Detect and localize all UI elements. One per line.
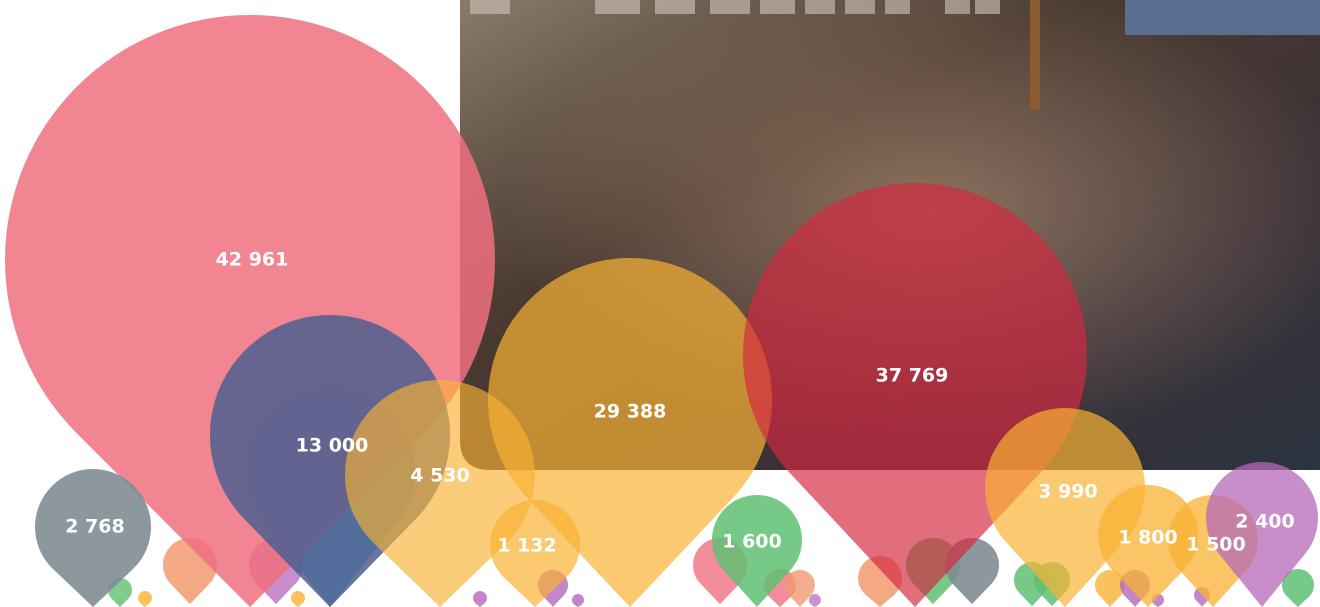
bubble bbox=[490, 500, 581, 607]
bubble-label: 4 530 bbox=[410, 465, 470, 487]
drop bbox=[809, 593, 822, 607]
drop bbox=[291, 591, 305, 607]
drop bbox=[1281, 569, 1314, 607]
bubble bbox=[1206, 462, 1318, 607]
drop bbox=[138, 591, 153, 607]
drop bbox=[473, 591, 488, 607]
drop bbox=[1095, 570, 1125, 607]
drop bbox=[785, 570, 815, 607]
bubble-label: 3 990 bbox=[1038, 481, 1098, 503]
drop bbox=[572, 593, 584, 607]
bubble-label: 1 800 bbox=[1118, 527, 1178, 549]
bubble-label: 13 000 bbox=[296, 435, 369, 457]
bubble bbox=[712, 495, 802, 607]
bubble-label: 2 768 bbox=[65, 516, 125, 538]
bubble bbox=[345, 380, 536, 607]
bubble-label: 42 961 bbox=[216, 249, 289, 271]
bubble-label: 1 600 bbox=[722, 531, 782, 553]
bubbles: 42 961 13 000 4 530 29 388 37 769 3 990 1 132 1… bbox=[5, 14, 1318, 607]
bubble-label: 1 132 bbox=[497, 535, 557, 557]
bubble bbox=[35, 469, 152, 607]
bubble-label: 1 500 bbox=[1186, 534, 1246, 556]
bubble-label: 2 400 bbox=[1235, 511, 1295, 533]
labels: 42 961 13 000 4 530 29 388 37 769 3 990 1 132 1… bbox=[65, 249, 1295, 557]
bubble-label: 29 388 bbox=[594, 401, 667, 423]
bubble-label: 37 769 bbox=[876, 365, 949, 387]
bubble bbox=[1097, 484, 1198, 607]
